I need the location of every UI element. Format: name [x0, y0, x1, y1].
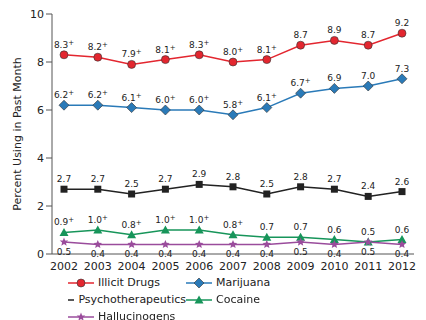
svg-text:8.1+: 8.1+ — [155, 44, 175, 55]
svg-text:0.5: 0.5 — [293, 247, 307, 257]
svg-text:0.4: 0.4 — [260, 249, 275, 259]
svg-text:2.7: 2.7 — [57, 174, 71, 184]
svg-text:8.7: 8.7 — [361, 30, 375, 40]
svg-text:8.0+: 8.0+ — [223, 46, 243, 57]
svg-text:2.8: 2.8 — [293, 172, 308, 182]
svg-text:8.7: 8.7 — [293, 30, 307, 40]
svg-text:2012: 2012 — [388, 260, 416, 273]
svg-text:2010: 2010 — [320, 260, 348, 273]
svg-text:6.1+: 6.1+ — [121, 92, 141, 103]
svg-text:2.6: 2.6 — [395, 177, 410, 187]
svg-text:10: 10 — [30, 8, 44, 21]
svg-text:0.6: 0.6 — [327, 225, 342, 235]
svg-text:7.3: 7.3 — [395, 64, 409, 74]
svg-text:0.4: 0.4 — [91, 249, 106, 259]
svg-text:2006: 2006 — [185, 260, 213, 273]
svg-text:2007: 2007 — [219, 260, 247, 273]
svg-text:0.4: 0.4 — [226, 249, 241, 259]
svg-text:0.5: 0.5 — [361, 227, 375, 237]
svg-text:2.8: 2.8 — [226, 172, 241, 182]
svg-text:0.8+: 0.8+ — [223, 219, 243, 230]
svg-text:5.8+: 5.8+ — [223, 99, 243, 110]
svg-text:2.7: 2.7 — [91, 174, 105, 184]
svg-text:1.0+: 1.0+ — [155, 214, 175, 225]
svg-text:0.4: 0.4 — [158, 249, 173, 259]
html-text:Psychotherapeutics: Psychotherapeutics — [78, 293, 186, 306]
svg-text:0.6: 0.6 — [395, 225, 410, 235]
svg-text:0.4: 0.4 — [327, 249, 342, 259]
svg-text:7.9+: 7.9+ — [121, 48, 141, 59]
svg-text:1.0+: 1.0+ — [189, 214, 209, 225]
svg-text:6.0+: 6.0+ — [155, 94, 175, 105]
svg-text:0.4: 0.4 — [192, 249, 207, 259]
svg-text:6: 6 — [37, 104, 44, 117]
svg-text:2.7: 2.7 — [158, 174, 172, 184]
svg-text:0.8+: 0.8+ — [121, 219, 141, 230]
svg-text:0.4: 0.4 — [124, 249, 139, 259]
svg-text:8.3+: 8.3+ — [54, 39, 74, 50]
html-text:Illicit Drugs: Illicit Drugs — [98, 276, 160, 289]
svg-text:8.9: 8.9 — [327, 25, 342, 35]
svg-text:2.7: 2.7 — [327, 174, 341, 184]
svg-text:0.7: 0.7 — [260, 222, 274, 232]
svg-text:6.1+: 6.1+ — [257, 92, 277, 103]
svg-text:6.7+: 6.7+ — [290, 77, 310, 88]
svg-text:0.5: 0.5 — [361, 247, 375, 257]
svg-text:2004: 2004 — [118, 260, 146, 273]
svg-text:6.2+: 6.2+ — [88, 89, 108, 100]
svg-text:8.1+: 8.1+ — [257, 44, 277, 55]
svg-text:0.9+: 0.9+ — [54, 216, 74, 227]
svg-text:0.4: 0.4 — [395, 249, 410, 259]
svg-text:1.0+: 1.0+ — [88, 214, 108, 225]
svg-text:8.3+: 8.3+ — [189, 39, 209, 50]
svg-text:6.9: 6.9 — [327, 73, 342, 83]
svg-text:6.2+: 6.2+ — [54, 89, 74, 100]
svg-text:2.4: 2.4 — [361, 181, 376, 191]
svg-text:8: 8 — [37, 56, 44, 69]
svg-text:2011: 2011 — [354, 260, 382, 273]
svg-text:Percent Using in Past Month: Percent Using in Past Month — [11, 57, 24, 211]
svg-text:4: 4 — [37, 152, 44, 165]
html-text:Marijuana: Marijuana — [216, 276, 271, 289]
svg-text:2003: 2003 — [84, 260, 112, 273]
svg-text:2002: 2002 — [50, 260, 78, 273]
svg-text:2.5: 2.5 — [260, 179, 274, 189]
svg-text:2009: 2009 — [287, 260, 315, 273]
svg-text:2008: 2008 — [253, 260, 281, 273]
svg-text:8.2+: 8.2+ — [88, 41, 108, 52]
svg-text:2.5: 2.5 — [124, 179, 138, 189]
svg-text:0: 0 — [37, 248, 44, 261]
svg-text:7.0: 7.0 — [361, 71, 376, 81]
svg-text:2: 2 — [37, 200, 44, 213]
html-text:Cocaine: Cocaine — [216, 293, 260, 306]
svg-text:2005: 2005 — [151, 260, 179, 273]
svg-text:0.5: 0.5 — [57, 247, 71, 257]
svg-text:9.2: 9.2 — [395, 18, 409, 28]
svg-text:0.7: 0.7 — [293, 222, 307, 232]
svg-text:6.0+: 6.0+ — [189, 94, 209, 105]
svg-text:2.9: 2.9 — [192, 169, 207, 179]
